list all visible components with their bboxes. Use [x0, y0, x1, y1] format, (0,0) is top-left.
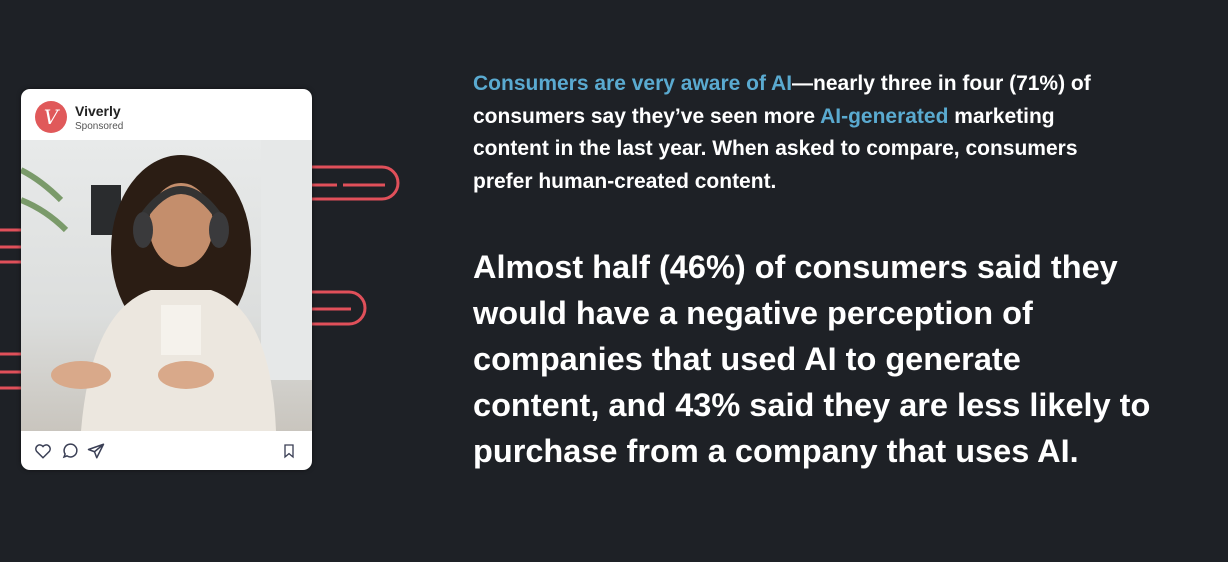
stat-line: companies that used AI to generate: [473, 341, 1021, 377]
stat-line: would have a negative perception of: [473, 295, 1033, 331]
stat-line: purchase from a company that uses AI.: [473, 433, 1079, 469]
heart-icon[interactable]: [34, 442, 52, 460]
text-segment: marketing: [948, 104, 1055, 128]
intro-paragraph: Consumers are very aware of AI—nearly th…: [473, 68, 1091, 198]
post-header: V Viverly Sponsored: [21, 89, 312, 140]
bookmark-icon[interactable]: [281, 442, 297, 460]
post-photo: [21, 140, 312, 431]
sponsored-label: Sponsored: [75, 121, 124, 132]
intro-line: Consumers are very aware of AI—nearly th…: [473, 68, 1091, 101]
social-post-card: V Viverly Sponsored: [21, 89, 312, 470]
stat-paragraph: Almost half (46%) of consumers said they…: [473, 244, 1150, 474]
stat-line: content, and 43% said they are less like…: [473, 387, 1151, 423]
intro-line: content in the last year. When asked to …: [473, 133, 1091, 166]
intro-line: consumers say they’ve seen more AI-gener…: [473, 101, 1091, 134]
highlight-text: Consumers are very aware of AI: [473, 72, 793, 95]
intro-line: prefer human-created content.: [473, 166, 1091, 199]
text-segment: consumers say they’ve seen more: [473, 104, 821, 128]
comment-icon[interactable]: [61, 442, 79, 460]
share-icon[interactable]: [87, 442, 105, 460]
highlight-text: AI-generated: [820, 104, 949, 128]
brand-name: Viverly: [75, 103, 121, 119]
text-segment: content in the last year. When asked to …: [473, 137, 1078, 160]
text-segment: —nearly three in four (71%) of: [792, 72, 1091, 95]
post-actions: [21, 431, 312, 470]
brand-logo: V: [35, 101, 67, 133]
woman-with-headphones-image: [21, 140, 312, 431]
stat-line: Almost half (46%) of consumers said they: [473, 249, 1118, 285]
text-segment: prefer human-created content.: [473, 169, 777, 193]
